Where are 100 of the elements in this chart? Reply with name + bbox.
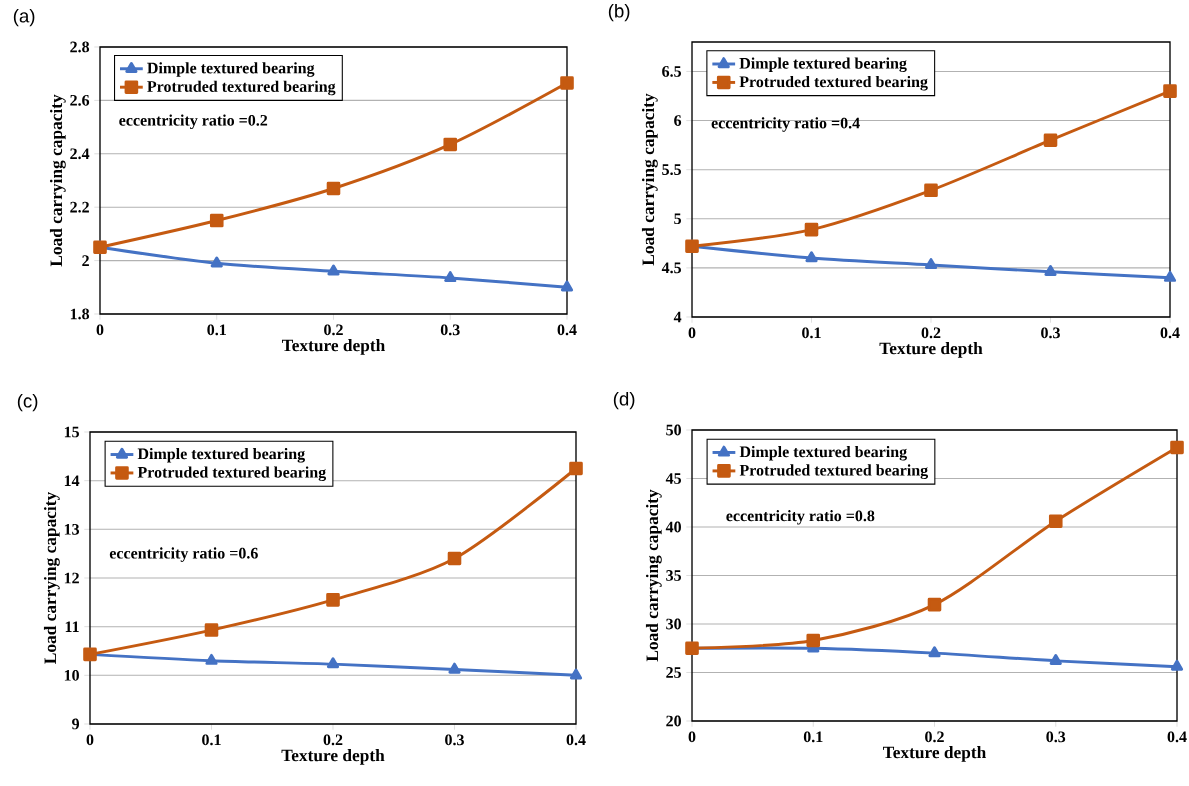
- y-tick-label: 50: [666, 424, 681, 436]
- x-tick-label: 0.3: [440, 324, 460, 336]
- x-tick-label: 0.4: [566, 734, 586, 746]
- point: [444, 271, 457, 283]
- point: [1163, 84, 1177, 98]
- point: [1043, 133, 1058, 148]
- y-tick-label: 2.6: [70, 94, 90, 106]
- x-tick-label: 0.4: [557, 324, 577, 336]
- y-tick-label: 2.4: [70, 148, 90, 160]
- x-tick-label: 0.3: [1046, 731, 1066, 743]
- x-tick-label: 0.3: [445, 734, 464, 746]
- annotation: eccentricity ratio =0.8: [726, 510, 875, 525]
- legend-label: Protruded textured bearing: [739, 464, 929, 479]
- y-tick-label: 5: [674, 213, 682, 225]
- x-tick-label: 0.3: [1041, 327, 1060, 339]
- y-tick-label: 12: [64, 572, 79, 584]
- point: [569, 461, 583, 476]
- y-tick-label: 2.8: [70, 41, 90, 53]
- x-tick-label: 0.1: [802, 327, 821, 339]
- y-tick-label: 6: [674, 115, 682, 126]
- chart-title: (a): [13, 8, 35, 27]
- chart-title: (b): [608, 3, 630, 22]
- y-tick-label: 45: [665, 473, 682, 484]
- y-tick-label: 2.2: [70, 201, 89, 213]
- point: [924, 258, 938, 270]
- point: [928, 646, 941, 658]
- x-axis-title: Texture depth: [879, 342, 983, 358]
- chart-title: (c): [17, 393, 38, 412]
- x-tick-label: 0.2: [323, 734, 343, 746]
- point: [210, 256, 223, 268]
- x-tick-label: 0.4: [1160, 327, 1180, 339]
- chart-title: (d): [613, 391, 635, 410]
- point: [1048, 514, 1063, 528]
- y-tick-label: 1.8: [70, 308, 90, 320]
- point: [806, 633, 821, 648]
- point: [448, 662, 461, 674]
- annotation: eccentricity ratio =0.2: [119, 114, 268, 130]
- x-tick-label: 0.2: [921, 327, 941, 339]
- x-axis-title: Texture depth: [281, 749, 385, 765]
- x-tick-label: 0.4: [1167, 731, 1187, 743]
- x-tick-label: 0: [96, 324, 104, 336]
- point: [204, 623, 219, 637]
- y-axis-title: Load carrying capacity: [645, 489, 662, 662]
- y-tick-label: 4.5: [661, 262, 682, 274]
- y-tick-label: 30: [666, 618, 681, 630]
- point: [927, 597, 942, 612]
- point: [447, 551, 462, 566]
- x-tick-label: 0.2: [324, 324, 343, 336]
- point: [326, 657, 340, 669]
- legend-label: Dimple textured bearing: [137, 447, 305, 463]
- y-tick-label: 35: [666, 570, 682, 581]
- point: [326, 181, 341, 196]
- legend-label: Protruded textured bearing: [739, 75, 928, 91]
- point: [560, 76, 574, 90]
- y-axis-title: Load carrying capacity: [43, 491, 60, 664]
- point: [1049, 654, 1062, 665]
- y-tick-label: 40: [665, 521, 681, 533]
- point: [569, 668, 583, 680]
- x-tick-label: 0.1: [207, 324, 226, 336]
- x-tick-label: 0: [688, 327, 696, 339]
- x-tick-label: 0: [86, 734, 94, 746]
- y-tick-label: 9: [72, 718, 80, 730]
- y-tick-label: 15: [64, 426, 79, 438]
- legend-label: Protruded textured bearing: [147, 80, 336, 96]
- y-tick-label: 2: [82, 255, 89, 266]
- legend-label: Protruded textured bearing: [137, 466, 327, 482]
- point: [1044, 265, 1057, 276]
- y-tick-label: 6.5: [662, 66, 682, 77]
- point: [326, 593, 340, 607]
- legend-label: Dimple textured bearing: [739, 57, 907, 73]
- y-tick-label: 5.5: [662, 164, 682, 176]
- x-tick-label: 0.2: [925, 731, 944, 743]
- y-tick-label: 13: [64, 523, 80, 535]
- point: [443, 137, 458, 152]
- annotation: eccentricity ratio =0.6: [109, 547, 258, 562]
- point: [1170, 659, 1184, 671]
- x-axis-title: Texture depth: [282, 339, 386, 355]
- y-tick-label: 14: [64, 475, 80, 486]
- x-axis-title: Texture depth: [883, 746, 987, 762]
- y-tick-label: 10: [64, 669, 79, 681]
- point: [209, 213, 224, 228]
- y-tick-label: 25: [666, 667, 682, 678]
- point: [1163, 270, 1177, 282]
- point: [1170, 440, 1184, 455]
- x-tick-label: 0.1: [202, 734, 221, 746]
- x-tick-label: 0: [688, 731, 696, 743]
- annotation: eccentricity ratio =0.4: [711, 117, 860, 132]
- y-axis-title: Load carrying capacity: [49, 94, 66, 267]
- x-tick-label: 0.1: [803, 731, 823, 743]
- point: [924, 183, 938, 198]
- point: [327, 264, 340, 276]
- legend-label: Dimple textured bearing: [147, 62, 315, 77]
- y-tick-label: 11: [65, 621, 79, 632]
- legend-label: Dimple textured bearing: [739, 445, 907, 461]
- point: [804, 222, 819, 237]
- point: [560, 280, 574, 292]
- point: [805, 251, 818, 263]
- point: [205, 653, 218, 665]
- y-tick-label: 20: [666, 715, 681, 727]
- y-axis-title: Load carrying capacity: [641, 93, 658, 266]
